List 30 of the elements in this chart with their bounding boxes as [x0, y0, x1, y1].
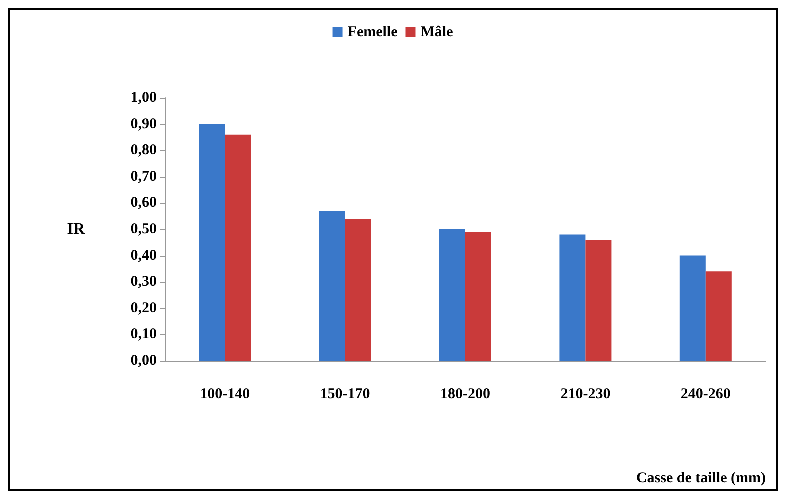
bar: [680, 256, 706, 361]
x-tick-label: 100-140: [200, 386, 250, 402]
bar: [440, 230, 466, 361]
bar: [466, 232, 492, 361]
x-tick-label: 210-230: [560, 386, 611, 402]
y-tick-label: 0,50: [130, 222, 157, 238]
y-tick-label: 0,00: [130, 353, 157, 369]
y-tick-label: 0,80: [130, 142, 157, 159]
bar: [345, 218, 372, 361]
bar: [199, 124, 226, 361]
y-tick-label: 0,70: [130, 168, 157, 185]
x-tick-label: 180-200: [440, 386, 490, 402]
y-tick-label: 1,00: [130, 90, 157, 106]
y-tick-label: 0,10: [130, 326, 157, 343]
bar: [319, 211, 346, 361]
bar: [560, 234, 586, 361]
legend-label: Mâle: [420, 24, 454, 40]
y-tick-label: 0,90: [130, 116, 157, 132]
x-tick-label: 150-170: [320, 386, 370, 402]
bar: [586, 240, 612, 361]
bar: [225, 134, 252, 361]
bar: [706, 272, 732, 361]
y-axis-title: IR: [67, 221, 86, 238]
y-tick-label: 0,20: [130, 300, 157, 316]
x-axis-title: Casse de taille (mm): [636, 470, 766, 486]
legend-label: Femelle: [348, 24, 398, 40]
y-tick-label: 0,60: [130, 195, 157, 212]
y-tick-label: 0,30: [130, 274, 157, 290]
y-tick-label: 0,40: [130, 248, 157, 264]
x-tick-label: 240-260: [680, 386, 731, 402]
